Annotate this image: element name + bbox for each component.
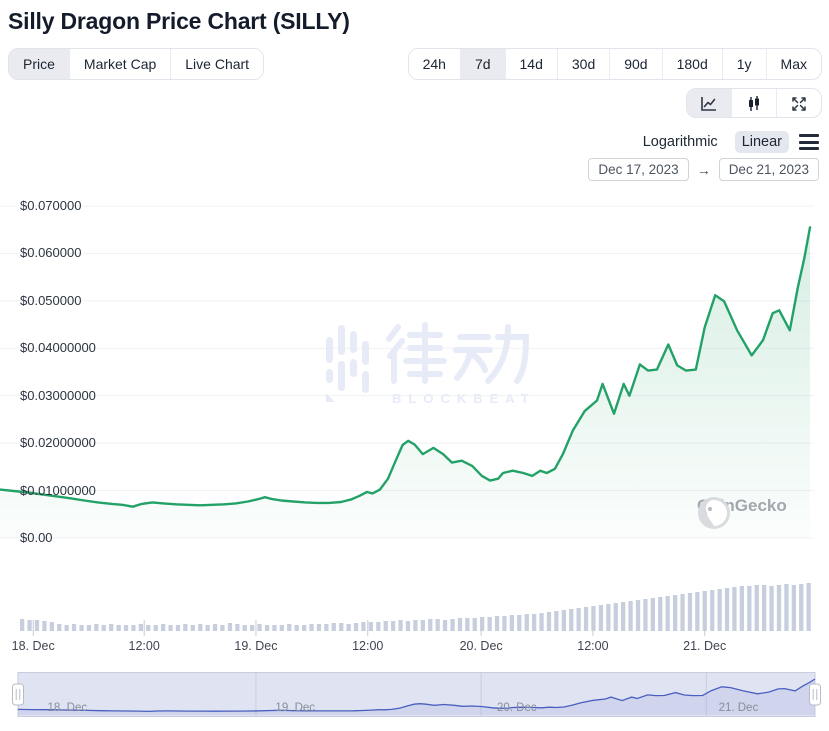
range-1y[interactable]: 1y (721, 49, 766, 79)
date-range-arrow-icon: → (696, 161, 711, 178)
y-axis-label: $0.050000 (20, 292, 82, 308)
navigator-label: 19. Dec (275, 702, 315, 714)
y-axis-label: $0.01000000 (20, 482, 96, 498)
chart-navigator[interactable]: 18. Dec 19. Dec 20. Dec 21. Dec (0, 672, 829, 718)
hamburger-menu-icon[interactable] (799, 134, 819, 150)
date-from-input[interactable]: Dec 17, 2023 (588, 158, 689, 181)
range-24h[interactable]: 24h (409, 49, 460, 79)
x-axis-label: 12:00 (577, 639, 609, 653)
navigator-handle-left[interactable] (12, 683, 24, 706)
coingecko-watermark: CoinGecko (697, 496, 787, 529)
navigator-label: 18. Dec (47, 702, 87, 714)
y-axis-label: $0.03000000 (20, 387, 96, 403)
fullscreen-icon[interactable] (776, 89, 821, 117)
main-chart-area: $0.070000 $0.060000 $0.050000 $0.04000000 $0… (0, 190, 829, 560)
navigator-label: 21. Dec (719, 702, 759, 714)
scale-logarithmic[interactable]: Logarithmic (642, 134, 718, 150)
x-axis-label: 21. Dec (683, 639, 727, 653)
range-max[interactable]: Max (765, 49, 821, 79)
candlestick-icon[interactable] (731, 89, 776, 117)
metric-tab-group: Price Market Cap Live Chart (8, 48, 265, 80)
y-axis-label: $0.00 (20, 530, 53, 545)
range-7d[interactable]: 7d (459, 49, 505, 79)
x-axis-label: 12:00 (128, 639, 160, 653)
date-range: Dec 17, 2023 → Dec 21, 2023 (588, 158, 819, 181)
y-axis-label: $0.02000000 (20, 435, 96, 451)
range-90d[interactable]: 90d (609, 49, 661, 79)
tab-market-cap[interactable]: Market Cap (68, 49, 170, 79)
page-title: Silly Dragon Price Chart (SILLY) (8, 8, 350, 34)
x-axis-label: 19. Dec (234, 639, 278, 653)
y-axis-label: $0.070000 (20, 198, 82, 213)
tab-live-chart[interactable]: Live Chart (170, 49, 263, 79)
navigator-handle-right[interactable] (809, 683, 821, 706)
scale-toggle: Logarithmic Linear (636, 131, 819, 153)
scale-linear[interactable]: Linear (734, 131, 789, 153)
chart-type-group (686, 88, 822, 118)
line-chart-icon[interactable] (687, 89, 731, 117)
tab-price[interactable]: Price (9, 49, 69, 79)
volume-chart-canvas[interactable] (0, 570, 829, 640)
range-button-group: 24h 7d 14d 30d 90d 180d 1y Max (407, 48, 822, 80)
x-axis-label: 18. Dec (11, 639, 55, 653)
y-axis-label: $0.04000000 (20, 340, 96, 356)
range-30d[interactable]: 30d (556, 49, 609, 79)
x-axis-label: 20. Dec (459, 639, 503, 653)
date-to-input[interactable]: Dec 21, 2023 (718, 158, 819, 181)
x-axis-label: 12:00 (352, 639, 384, 653)
x-axis-labels: 18. Dec 12:00 19. Dec 12:00 20. Dec 12:00 21. … (0, 639, 829, 657)
navigator-label: 20. Dec (497, 702, 537, 714)
range-180d[interactable]: 180d (661, 49, 722, 79)
volume-pane (0, 570, 829, 640)
range-14d[interactable]: 14d (504, 49, 557, 79)
coingecko-logo-icon (698, 497, 730, 529)
y-axis-label: $0.060000 (20, 245, 82, 261)
